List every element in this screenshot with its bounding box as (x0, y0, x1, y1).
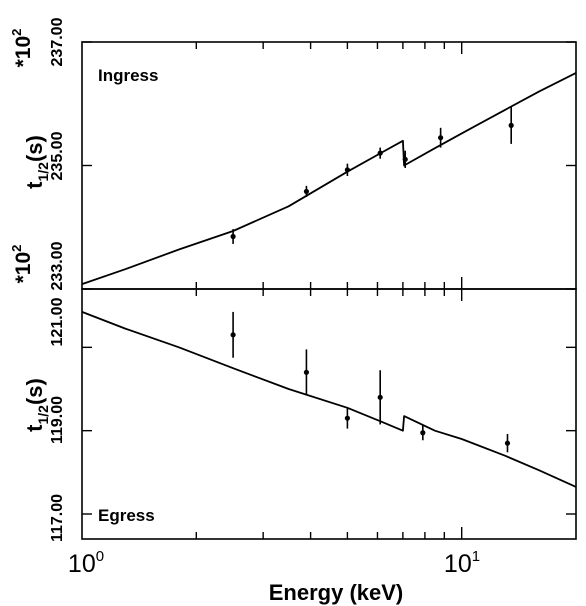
egress-ylabel-base: t (22, 424, 47, 432)
egress-scale-base: *10 (12, 252, 35, 284)
egress-point-marker (230, 332, 236, 338)
xtick-label-10-base: 10 (444, 550, 472, 578)
egress-data-point (303, 349, 310, 396)
egress-data-point (420, 425, 426, 441)
axis-ticks (82, 41, 576, 539)
ingress-ytick-label-233: 233.00 (49, 241, 66, 290)
egress-ytick-label-117: 117.00 (49, 494, 66, 542)
ingress-point-marker (303, 188, 310, 195)
ingress-ytick-label-235: 235.00 (49, 131, 66, 180)
egress-ylabel-tail: (s) (22, 378, 47, 405)
egress-point-marker (420, 430, 426, 436)
data-points (230, 106, 514, 453)
egress-point-marker (303, 369, 310, 375)
ingress-ylabel-tail: (s) (22, 135, 47, 162)
ingress-point-marker (344, 167, 350, 173)
ingress-data-point (508, 106, 514, 144)
ingress-ylabel-base: t (22, 181, 47, 189)
ingress-data-point (344, 163, 350, 176)
egress-scale-exp: 2 (9, 245, 24, 252)
egress-ylabel-sub: 1/2 (35, 405, 51, 425)
ingress-ylabel-sub: 1/2 (35, 162, 51, 182)
egress-data-point (504, 434, 511, 453)
ingress-model-curve (81, 72, 577, 285)
ingress-data-point (438, 127, 444, 148)
ingress-data-point (230, 229, 236, 244)
ingress-scale-exp: 2 (9, 29, 24, 36)
ingress-data-point (402, 150, 408, 168)
ingress-ytick-label-237: 237.00 (49, 17, 66, 66)
egress-point-marker (504, 440, 511, 446)
ingress-y-axis-title: t1/2(s) (22, 135, 51, 189)
ingress-panel-label: Ingress (98, 66, 158, 85)
egress-model-curve (81, 311, 577, 488)
xtick-label-1: 100 (68, 548, 104, 578)
ingress-point-marker (377, 150, 383, 156)
egress-data-point (344, 407, 350, 429)
ingress-point-marker (508, 122, 514, 128)
egress-scale-factor: *102 (9, 245, 35, 284)
ingress-scale-factor: *102 (9, 29, 35, 68)
egress-y-axis-title: t1/2(s) (22, 378, 51, 432)
model-curves (81, 72, 577, 488)
xtick-label-1-exp: 0 (96, 548, 104, 565)
egress-data-point (377, 370, 383, 425)
ingress-scale-base: *10 (12, 36, 35, 68)
egress-point-marker (344, 415, 350, 421)
xtick-label-10-exp: 1 (472, 548, 480, 565)
x-axis-title: Energy (keV) (269, 580, 404, 605)
egress-data-point (230, 311, 236, 358)
ingress-data-point (377, 147, 383, 159)
xtick-label-1-base: 10 (68, 550, 96, 578)
egress-ytick-label-121: 121.00 (49, 297, 66, 346)
egress-panel-label: Egress (98, 506, 155, 525)
ingress-point-marker (438, 135, 444, 141)
ingress-point-marker (402, 156, 408, 162)
egress-point-marker (377, 394, 383, 400)
egress-plot-frame (81, 288, 577, 540)
ingress-point-marker (230, 233, 236, 240)
ingress-data-point (303, 185, 310, 197)
egress-ytick-label-119: 119.00 (49, 396, 66, 444)
xtick-label-10: 101 (444, 548, 480, 578)
